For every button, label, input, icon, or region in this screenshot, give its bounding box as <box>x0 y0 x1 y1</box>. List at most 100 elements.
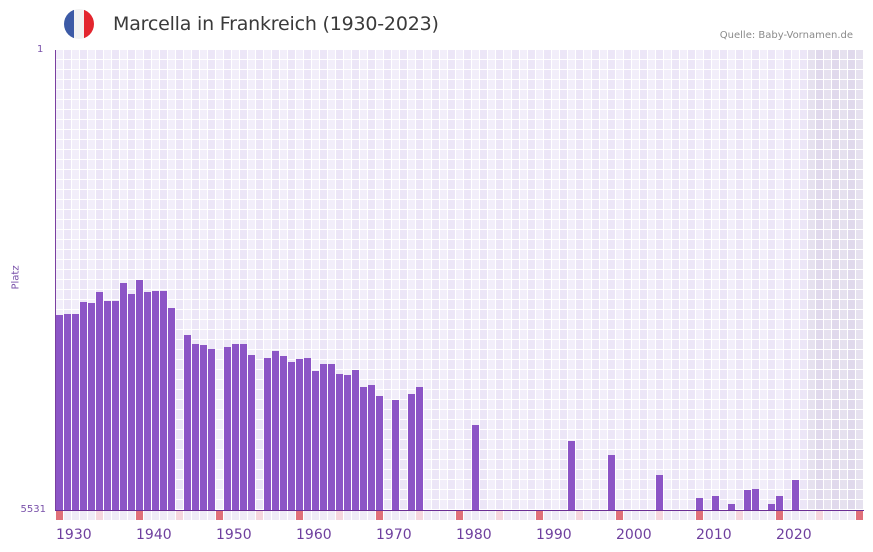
bar-1961[interactable] <box>304 357 311 510</box>
bar-1953[interactable] <box>240 343 247 510</box>
bar-1994[interactable] <box>568 441 575 510</box>
bar-1954[interactable] <box>248 354 255 510</box>
grid-cell <box>624 290 631 299</box>
grid-cell <box>336 240 343 249</box>
grid-cell <box>568 60 575 69</box>
grid-cell <box>432 230 439 239</box>
grid-cell <box>184 270 191 279</box>
bar-1970[interactable] <box>376 395 383 510</box>
bar-1967[interactable] <box>352 369 359 510</box>
bar-2005[interactable] <box>656 474 663 510</box>
grid-cell <box>568 140 575 149</box>
bar-1933[interactable] <box>80 301 87 510</box>
bar-1962[interactable] <box>312 370 319 510</box>
grid-cell <box>464 130 471 139</box>
grid-cell <box>600 290 607 299</box>
bar-1939[interactable] <box>128 293 135 510</box>
bar-1947[interactable] <box>192 343 199 510</box>
bar-1959[interactable] <box>288 361 295 510</box>
grid-cell <box>736 350 743 359</box>
bar-1999[interactable] <box>608 455 615 510</box>
grid-cell <box>600 330 607 339</box>
grid-cell <box>112 50 119 59</box>
grid-cell <box>376 320 383 329</box>
bar-1952[interactable] <box>232 343 239 510</box>
grid-cell <box>808 500 815 509</box>
grid-cell <box>680 360 687 369</box>
grid-cell <box>856 370 863 379</box>
grid-cell <box>816 110 823 119</box>
grid-cell <box>376 60 383 69</box>
bar-1930[interactable] <box>56 314 63 510</box>
grid-cell <box>64 80 71 89</box>
grid-cell <box>224 300 231 309</box>
bar-1969[interactable] <box>368 384 375 510</box>
bar-2019[interactable] <box>768 503 775 510</box>
bar-1938[interactable] <box>120 282 127 510</box>
bar-2010[interactable] <box>696 497 703 510</box>
grid-cell <box>288 230 295 239</box>
bar-1975[interactable] <box>416 386 423 510</box>
grid-cell <box>576 440 583 449</box>
bar-1942[interactable] <box>152 290 159 510</box>
grid-cell <box>560 140 567 149</box>
bar-1937[interactable] <box>112 300 119 510</box>
bar-1972[interactable] <box>392 399 399 510</box>
bar-1946[interactable] <box>184 334 191 510</box>
bar-1931[interactable] <box>64 313 71 510</box>
bar-1960[interactable] <box>296 358 303 510</box>
grid-cell <box>768 420 775 429</box>
grid-cell <box>752 200 759 209</box>
bar-1963[interactable] <box>320 363 327 510</box>
bar-2016[interactable] <box>744 489 751 510</box>
bar-1949[interactable] <box>208 348 215 510</box>
bar-1943[interactable] <box>160 290 167 510</box>
grid-cell <box>728 470 735 479</box>
bar-2012[interactable] <box>712 495 719 510</box>
bar-1935[interactable] <box>96 291 103 510</box>
bar-1982[interactable] <box>472 425 479 510</box>
bar-2014[interactable] <box>728 503 735 510</box>
grid-cell <box>840 220 847 229</box>
grid-cell <box>272 270 279 279</box>
grid-cell <box>600 390 607 399</box>
grid-cell <box>320 280 327 289</box>
bar-1964[interactable] <box>328 363 335 510</box>
grid-cell <box>824 190 831 199</box>
grid-cell <box>792 140 799 149</box>
bar-1974[interactable] <box>408 393 415 510</box>
grid-cell <box>640 430 647 439</box>
grid-cell <box>816 230 823 239</box>
bar-2020[interactable] <box>776 495 783 510</box>
bar-1956[interactable] <box>264 357 271 510</box>
grid-cell <box>704 100 711 109</box>
bar-1941[interactable] <box>144 291 151 510</box>
bar-1932[interactable] <box>72 313 79 510</box>
grid-cell <box>528 240 535 249</box>
grid-cell <box>104 90 111 99</box>
grid-cell <box>272 70 279 79</box>
bar-1944[interactable] <box>168 307 175 510</box>
bar-1965[interactable] <box>336 373 343 510</box>
grid-cell <box>160 160 167 169</box>
grid-cell <box>848 350 855 359</box>
bar-1936[interactable] <box>104 300 111 510</box>
bar-2022[interactable] <box>792 479 799 510</box>
bar-1966[interactable] <box>344 374 351 510</box>
grid-cell <box>432 200 439 209</box>
grid-cell <box>480 270 487 279</box>
grid-cell <box>544 300 551 309</box>
bar-1948[interactable] <box>200 344 207 510</box>
grid-cell <box>528 380 535 389</box>
bar-1957[interactable] <box>272 350 279 510</box>
bar-1951[interactable] <box>224 346 231 510</box>
bar-2017[interactable] <box>752 488 759 510</box>
bar-1934[interactable] <box>88 302 95 510</box>
bar-1958[interactable] <box>280 355 287 510</box>
grid-cell <box>280 310 287 319</box>
bar-1940[interactable] <box>136 280 143 510</box>
grid-cell <box>600 230 607 239</box>
grid-cell <box>584 110 591 119</box>
grid-cell <box>576 60 583 69</box>
bar-1968[interactable] <box>360 386 367 510</box>
